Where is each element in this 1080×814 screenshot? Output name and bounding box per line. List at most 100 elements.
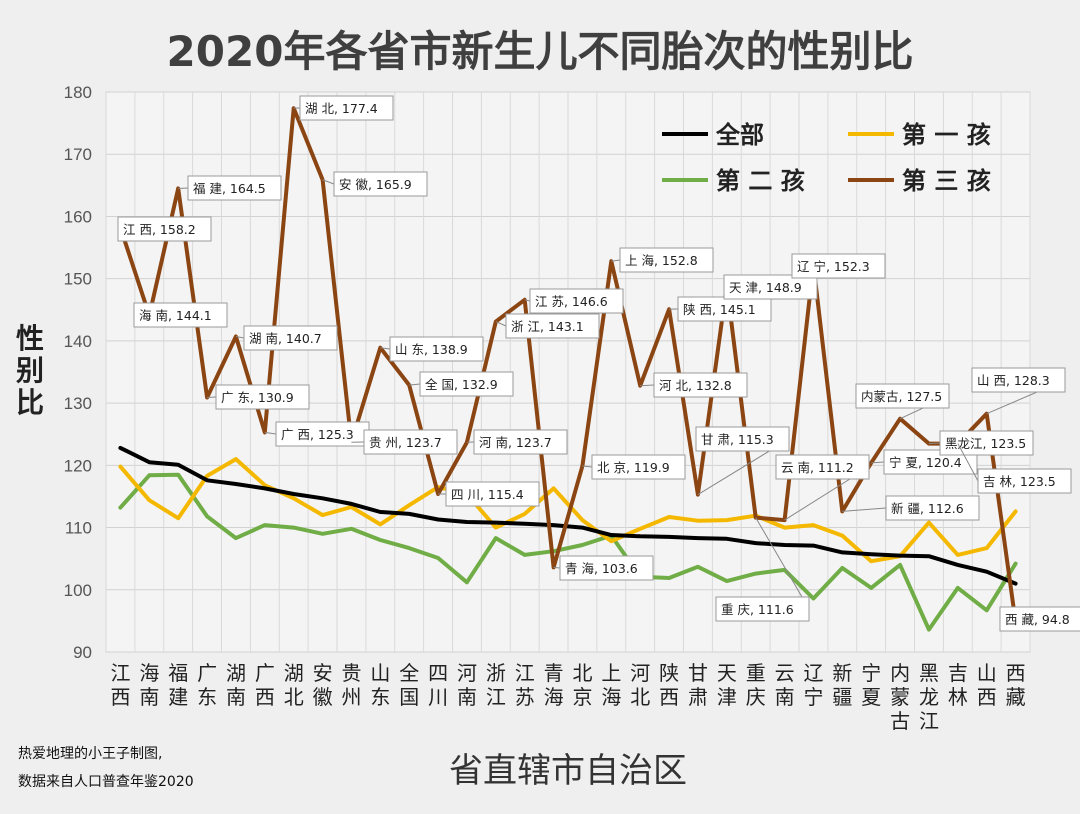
annotation-label: 重 庆, 111.6 <box>721 602 794 617</box>
y-tick-label: 90 <box>73 643 92 662</box>
x-tick-label: 海南 <box>139 661 159 709</box>
x-tick-label: 浙江 <box>486 661 506 709</box>
x-tick-char: 南 <box>139 685 159 709</box>
x-tick-char: 西 <box>110 685 130 709</box>
y-axis-label-char: 比 <box>16 386 44 419</box>
y-tick-label: 110 <box>65 519 92 538</box>
x-tick-label: 青海 <box>544 661 564 709</box>
x-tick-label: 广西 <box>255 661 275 709</box>
credit-line-1: 热爱地理的小王子制图, <box>18 746 162 762</box>
annotation-box <box>885 495 980 521</box>
x-tick-char: 海 <box>139 661 159 685</box>
x-tick-label: 内蒙古 <box>890 661 910 733</box>
annotation-leader <box>871 461 885 464</box>
x-tick-char: 海 <box>601 685 621 709</box>
x-tick-char: 黑 <box>919 661 939 685</box>
x-tick-char: 林 <box>948 685 968 709</box>
x-tick-char: 河 <box>630 661 650 685</box>
annotation-leader <box>928 442 941 445</box>
x-tick-char: 南 <box>775 685 795 709</box>
annotation-leader <box>553 566 561 569</box>
annotation-label: 北 京, 119.9 <box>597 460 670 475</box>
annotation-box <box>299 95 394 121</box>
x-tick-char: 津 <box>717 685 737 709</box>
annotation-label: 内蒙古, 127.5 <box>861 389 942 404</box>
annotation-leader <box>264 431 277 435</box>
y-tick-label: 120 <box>64 456 92 475</box>
x-tick-char: 广 <box>255 661 275 685</box>
annotation-label: 浙 江, 143.1 <box>511 319 584 334</box>
credit-line-2: 数据来自人口普查年鉴2020 <box>18 774 194 790</box>
x-tick-label: 湖南 <box>226 661 246 709</box>
x-tick-label: 云南 <box>775 661 795 709</box>
annotation-label: 陕 西, 145.1 <box>683 302 756 317</box>
legend-entry: 全部 <box>715 121 764 149</box>
x-tick-char: 河 <box>457 661 477 685</box>
x-tick-char: 辽 <box>803 661 823 685</box>
y-tick-label: 140 <box>64 332 92 351</box>
x-tick-char: 藏 <box>1006 685 1026 709</box>
x-tick-char: 全 <box>399 661 419 685</box>
annotation-label: 贵 州, 123.7 <box>369 435 442 450</box>
legend-entry: 第 一 孩 <box>902 121 991 149</box>
annotation-label: 甘 肃, 115.3 <box>701 432 774 447</box>
x-tick-char: 江 <box>486 685 506 709</box>
annotation-label: 四 川, 115.4 <box>451 487 524 502</box>
x-tick-label: 西藏 <box>1006 661 1026 709</box>
y-tick-label: 130 <box>64 394 92 413</box>
series-line-全部 <box>118 445 1018 586</box>
annotation-leader <box>235 336 245 339</box>
annotation-leader <box>640 384 655 387</box>
annotation-leader <box>524 299 531 302</box>
annotation-leader <box>380 347 391 350</box>
x-tick-char: 北 <box>572 661 592 685</box>
x-tick-label: 贵州 <box>341 661 361 709</box>
annotation-box <box>715 596 810 622</box>
annotation-box <box>117 216 212 242</box>
x-tick-label: 山东 <box>370 661 390 709</box>
data-annotations: 江 西, 158.2 海 南, 144.1 福 建, 164.5 广 东, 130.9… <box>117 95 1080 632</box>
annotation-box <box>529 288 624 314</box>
annotation-label: 青 海, 103.6 <box>565 561 638 576</box>
x-tick-char: 疆 <box>832 685 852 709</box>
x-tick-label: 四川 <box>428 661 448 709</box>
annotation-box <box>333 171 428 197</box>
x-tick-char: 福 <box>168 661 188 685</box>
y-ticks: 90 100 110 120 130 140 150 160 170 180 <box>64 83 92 662</box>
x-tick-char: 湖 <box>284 661 304 685</box>
x-tick-char: 湖 <box>226 661 246 685</box>
x-tick-char: 京 <box>572 685 592 709</box>
y-tick-label: 100 <box>64 581 92 600</box>
annotation-box <box>133 302 228 328</box>
x-tick-label: 黑龙江 <box>919 661 939 733</box>
legend-entry: 第 三 孩 <box>902 167 991 195</box>
annotation-box <box>559 555 654 581</box>
chart-title: 2020年各省市新生儿不同胎次的性别比 <box>167 27 914 76</box>
x-tick-char: 龙 <box>919 685 939 709</box>
x-tick-char: 内 <box>890 661 910 685</box>
x-tick-label: 上海 <box>601 661 621 709</box>
annotation-label: 山 西, 128.3 <box>977 373 1050 388</box>
annotation-label: 江 西, 158.2 <box>123 222 196 237</box>
annotation-leader <box>207 396 217 399</box>
x-tick-char: 北 <box>630 685 650 709</box>
annotation-box <box>187 175 282 201</box>
x-tick-label: 辽宁 <box>803 661 823 709</box>
x-tick-label: 广东 <box>197 661 217 709</box>
annotation-label: 新 疆, 112.6 <box>891 501 964 516</box>
y-axis-label-char: 别 <box>16 354 44 387</box>
annotation-box <box>591 454 686 480</box>
annotation-leader <box>755 517 810 610</box>
x-tick-char: 庆 <box>746 685 766 709</box>
annotation-label: 上 海, 152.8 <box>625 253 698 268</box>
x-tick-char: 重 <box>746 661 766 685</box>
annotation-leader <box>611 259 621 262</box>
annotation-label: 宁 夏, 120.4 <box>889 455 962 470</box>
annotation-label: 全 国, 132.9 <box>425 377 498 392</box>
x-tick-char: 山 <box>977 661 997 685</box>
x-axis-label: 省直辖市自治区 <box>449 751 687 791</box>
x-tick-char: 东 <box>197 685 217 709</box>
annotation-label: 湖 北, 177.4 <box>305 101 378 116</box>
x-tick-char: 海 <box>544 685 564 709</box>
